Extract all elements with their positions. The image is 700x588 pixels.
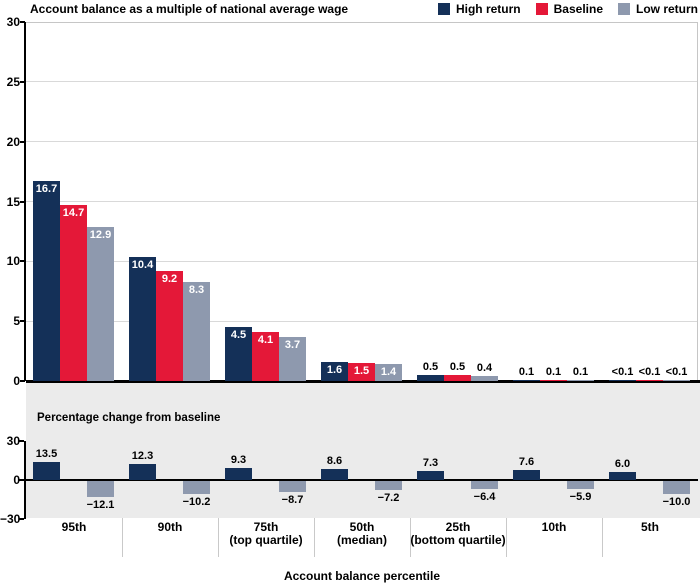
bar-high-return-10th — [513, 380, 540, 381]
bar-value-label: 0.4 — [465, 362, 504, 374]
y-tick-label-upper: 0 — [0, 374, 20, 388]
change-bar-high-return-75th — [225, 468, 252, 480]
legend-label: Baseline — [554, 2, 603, 16]
change-value-label: −10.0 — [655, 496, 698, 508]
change-value-label: 7.3 — [409, 457, 452, 469]
category-label-90th: 90th — [122, 521, 218, 534]
y-tick-label-upper: 25 — [0, 75, 20, 89]
bar-low-return-90th — [183, 282, 210, 381]
y-tick-label-upper: 10 — [0, 254, 20, 268]
bar-low-return-10th — [567, 380, 594, 381]
high-return-swatch-icon — [438, 3, 450, 15]
bar-low-return-95th — [87, 227, 114, 381]
change-value-label: −6.4 — [463, 491, 506, 503]
lower-panel-title: Percentage change from baseline — [37, 412, 220, 424]
change-value-label: −7.2 — [367, 492, 410, 504]
x-axis-title: Account balance percentile — [26, 569, 698, 583]
category-label-25th: 25th (bottom quartile) — [410, 521, 506, 547]
change-value-label: −8.7 — [271, 494, 314, 506]
change-value-label: −10.2 — [175, 496, 218, 508]
y-tick-label-lower: 0 — [0, 473, 20, 487]
category-label-95th: 95th — [26, 521, 122, 534]
change-bar-low-return-25th — [471, 481, 498, 489]
bar-value-label: 16.7 — [27, 183, 66, 195]
bar-value-label: 0.1 — [561, 366, 600, 378]
legend-item-low-return: Low return — [618, 2, 698, 16]
y-axis-line-upper — [24, 22, 26, 381]
bar-baseline-25th — [444, 375, 471, 381]
bar-low-return-5th — [663, 380, 690, 381]
category-label-75th: 75th (top quartile) — [218, 521, 314, 547]
gridline-15 — [26, 201, 697, 202]
y-tick-label-lower: 30 — [0, 434, 20, 448]
change-value-label: 13.5 — [25, 448, 68, 460]
change-bar-low-return-90th — [183, 481, 210, 494]
bar-value-label: 10.4 — [123, 259, 162, 271]
bar-value-label: 14.7 — [54, 207, 93, 219]
gridline-5 — [26, 321, 697, 322]
change-bar-high-return-10th — [513, 470, 540, 480]
bar-low-return-25th — [471, 376, 498, 381]
y-tick-label-lower: −30 — [0, 512, 20, 526]
bar-baseline-10th — [540, 380, 567, 381]
bar-value-label: 3.7 — [273, 339, 312, 351]
change-bar-high-return-25th — [417, 471, 444, 480]
bar-high-return-25th — [417, 375, 444, 381]
chart-title: Account balance as a multiple of nationa… — [30, 2, 348, 16]
change-bar-low-return-10th — [567, 481, 594, 489]
upper-plot-area — [26, 22, 698, 382]
change-value-label: 6.0 — [601, 458, 644, 470]
legend-label: High return — [456, 2, 521, 16]
bar-value-label: 12.9 — [81, 229, 120, 241]
legend-label: Low return — [636, 2, 698, 16]
bar-baseline-5th — [636, 380, 663, 381]
change-bar-low-return-50th — [375, 481, 402, 490]
change-bar-low-return-5th — [663, 481, 690, 494]
bar-value-label: 1.4 — [369, 366, 408, 378]
change-value-label: 7.6 — [505, 456, 548, 468]
y-tick-label-upper: 5 — [0, 314, 20, 328]
gridline-25 — [26, 81, 697, 82]
legend-item-high-return: High return — [438, 2, 521, 16]
legend-item-baseline: Baseline — [536, 2, 603, 16]
category-label-10th: 10th — [506, 521, 602, 534]
low-return-swatch-icon — [618, 3, 630, 15]
y-tick-label-upper: 20 — [0, 135, 20, 149]
category-label-5th: 5th — [602, 521, 698, 534]
change-value-label: −5.9 — [559, 491, 602, 503]
bar-value-label: 8.3 — [177, 284, 216, 296]
legend: High return Baseline Low return — [438, 2, 698, 16]
category-label-50th: 50th (median) — [314, 521, 410, 547]
lower-zero-axis-line — [26, 479, 698, 481]
bar-high-return-5th — [609, 380, 636, 381]
bar-value-label: <0.1 — [657, 366, 696, 378]
change-bar-high-return-50th — [321, 469, 348, 480]
change-bar-high-return-90th — [129, 464, 156, 480]
change-value-label: −12.1 — [79, 499, 122, 511]
y-tick-label-upper: 30 — [0, 15, 20, 29]
chart-figure: Account balance as a multiple of nationa… — [0, 0, 700, 588]
y-tick-label-upper: 15 — [0, 195, 20, 209]
baseline-swatch-icon — [536, 3, 548, 15]
change-bar-low-return-95th — [87, 481, 114, 497]
change-bar-low-return-75th — [279, 481, 306, 492]
change-bar-high-return-5th — [609, 472, 636, 480]
change-bar-high-return-95th — [33, 462, 60, 480]
gridline-20 — [26, 141, 697, 142]
change-value-label: 9.3 — [217, 454, 260, 466]
change-value-label: 12.3 — [121, 450, 164, 462]
change-value-label: 8.6 — [313, 455, 356, 467]
